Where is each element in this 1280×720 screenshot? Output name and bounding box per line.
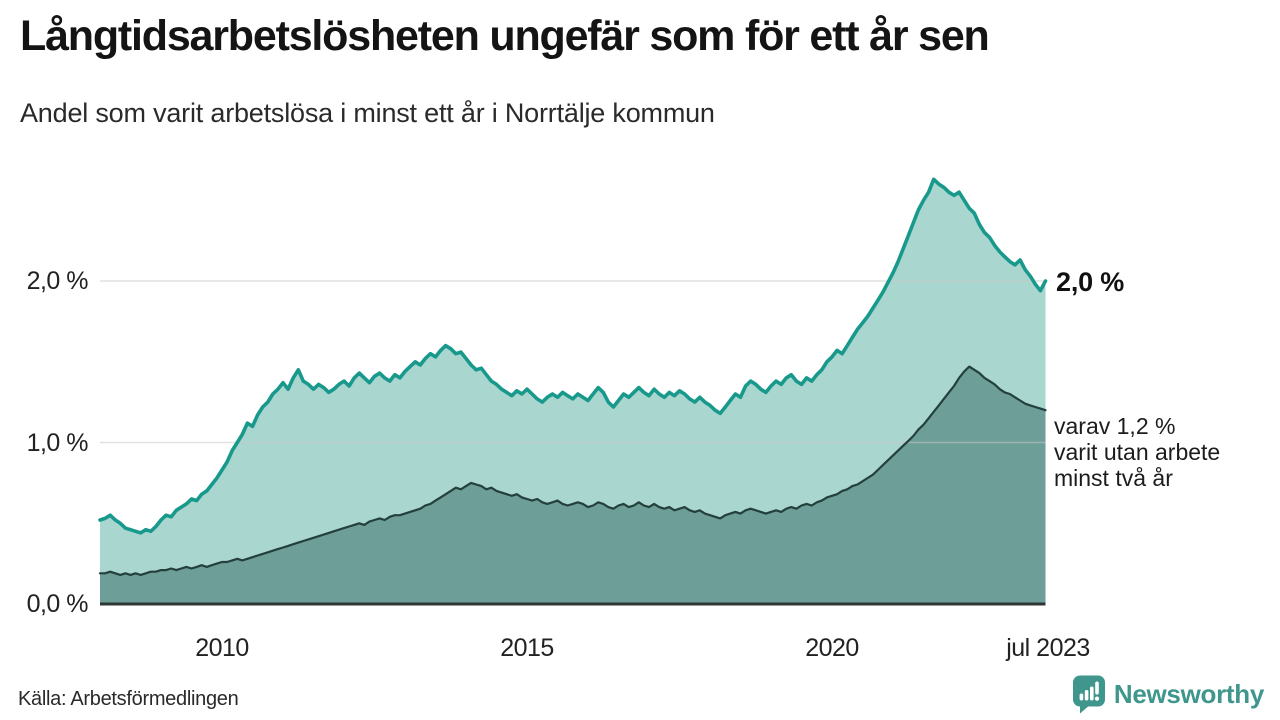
series2-annotation-line1: varav 1,2 % bbox=[1054, 413, 1176, 439]
x-tick-2010: 2010 bbox=[195, 634, 249, 662]
source-note: Källa: Arbetsförmedlingen bbox=[18, 688, 239, 710]
x-tick-jul-2023: jul 2023 bbox=[1006, 634, 1090, 662]
x-tick-2020: 2020 bbox=[805, 634, 859, 662]
x-tick-2015: 2015 bbox=[500, 634, 554, 662]
chart-subtitle: Andel som varit arbetslösa i minst ett å… bbox=[20, 98, 715, 128]
y-tick-1: 1,0 % bbox=[26, 429, 89, 457]
y-tick-2: 2,0 % bbox=[26, 267, 89, 295]
y-tick-0: 0,0 % bbox=[26, 590, 89, 618]
series1-end-value-label: 2,0 % bbox=[1056, 267, 1125, 297]
chart-title: Långtidsarbetslösheten ungefär som för e… bbox=[20, 12, 990, 60]
series2-annotation-line2: varit utan arbete bbox=[1054, 439, 1221, 465]
newsworthy-brand-text: Newsworthy bbox=[1113, 678, 1264, 709]
newsworthy-brand: Newsworthy bbox=[1071, 674, 1264, 714]
newsworthy-logo-icon bbox=[1071, 674, 1107, 714]
series2-annotation-line3: minst två år bbox=[1054, 465, 1173, 491]
series2-annotation: varav 1,2 % varit utan arbete minst två … bbox=[1054, 413, 1220, 491]
